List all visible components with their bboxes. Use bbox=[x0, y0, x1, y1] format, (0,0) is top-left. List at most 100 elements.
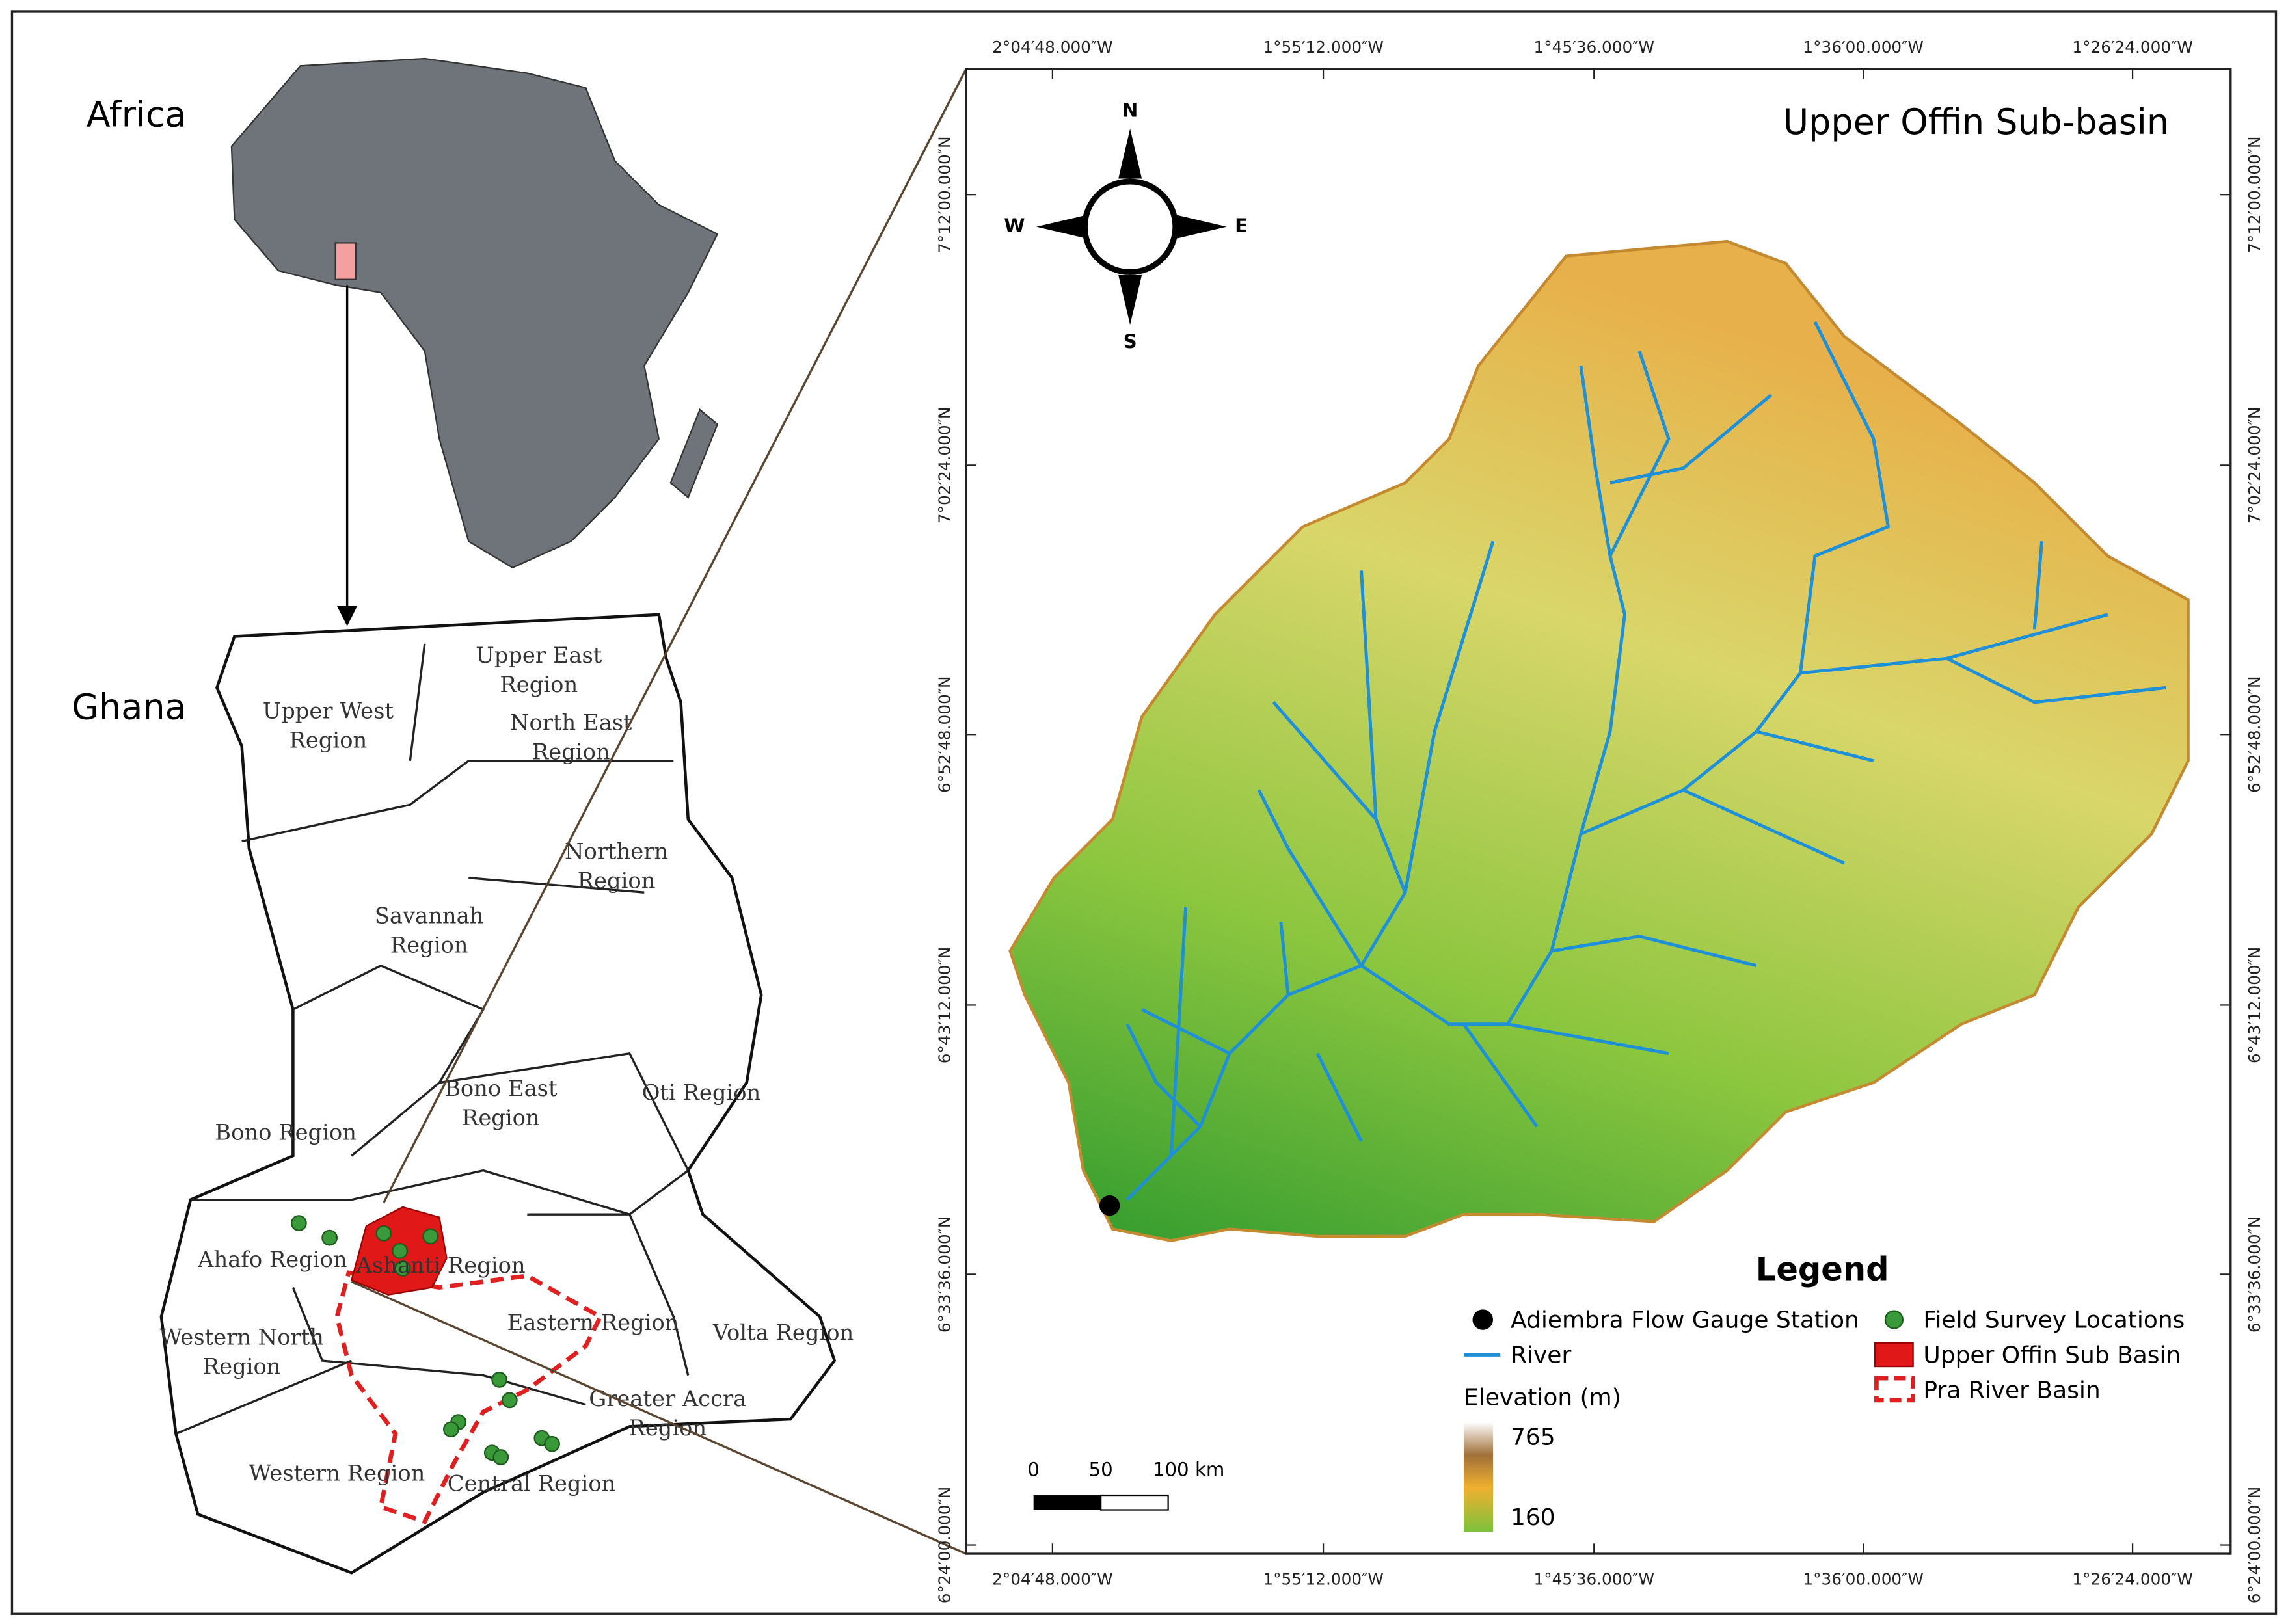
region-label-line: Bono Region bbox=[215, 1119, 357, 1145]
legend-item: River bbox=[1511, 1342, 1571, 1368]
scale-label: 100 km bbox=[1153, 1458, 1225, 1480]
x-coord-label: 1°36′00.000″W bbox=[1803, 1570, 1923, 1589]
region-label-line: North East bbox=[510, 710, 632, 736]
region-label-line: Region bbox=[390, 932, 468, 957]
region-label-line: Region bbox=[462, 1105, 540, 1130]
region-label-line: Region bbox=[289, 728, 367, 753]
region-label-line: Region bbox=[203, 1353, 281, 1379]
legend-offin-symbol bbox=[1874, 1342, 1914, 1368]
region-label-line: Western North bbox=[159, 1324, 324, 1350]
region-label-line: Northern bbox=[565, 838, 668, 864]
scale-label: 0 bbox=[1027, 1458, 1040, 1480]
x-coord-label: 1°26′24.000″W bbox=[2072, 1570, 2192, 1589]
region-label: Oti Region bbox=[642, 1080, 761, 1106]
region-label-line: Eastern Region bbox=[507, 1310, 679, 1335]
region-label: Volta Region bbox=[712, 1320, 854, 1346]
survey-point bbox=[291, 1215, 307, 1231]
legend-item: Pra River Basin bbox=[1923, 1377, 2100, 1404]
y-coord-label: 6°24′00.000″N bbox=[935, 1487, 954, 1603]
elevation-ramp bbox=[1464, 1422, 1494, 1532]
y-coord-label: 7°12′00.000″N bbox=[935, 136, 954, 252]
elevation-min: 160 bbox=[1511, 1504, 1555, 1531]
scale-bar bbox=[1100, 1494, 1169, 1511]
x-coord-label: 1°55′12.000″W bbox=[1263, 38, 1383, 57]
ghana-label: Ghana bbox=[72, 687, 186, 728]
survey-point bbox=[392, 1242, 408, 1259]
region-label-line: Upper West bbox=[263, 699, 394, 724]
arrow-head bbox=[336, 606, 358, 626]
compass-s: S bbox=[1124, 330, 1137, 353]
region-label: Western Region bbox=[249, 1461, 425, 1486]
legend-item: Adiembra Flow Gauge Station bbox=[1511, 1307, 1859, 1333]
region-label: North East Region bbox=[510, 710, 632, 765]
elevation-max: 765 bbox=[1511, 1424, 1555, 1450]
compass-e: E bbox=[1235, 215, 1248, 237]
region-label: Savannah Region bbox=[375, 903, 484, 957]
compass-w: W bbox=[1004, 215, 1025, 237]
x-coord-label: 1°45′36.000″W bbox=[1534, 38, 1654, 57]
region-label-line: Ashanti Region bbox=[356, 1253, 526, 1278]
y-coord-label: 7°02′24.000″N bbox=[935, 407, 954, 524]
y-coord-label: 6°24′00.000″N bbox=[2245, 1487, 2264, 1603]
region-label-line: Ahafo Region bbox=[197, 1247, 347, 1272]
x-coord-label: 2°04′48.000″W bbox=[992, 1570, 1112, 1589]
pra-basin bbox=[334, 1270, 604, 1524]
x-coord-label: 1°36′00.000″W bbox=[1803, 38, 1923, 57]
region-label: Central Region bbox=[448, 1471, 616, 1496]
x-coord-label: 1°55′12.000″W bbox=[1263, 1570, 1383, 1589]
y-coord-label: 7°12′00.000″N bbox=[2245, 136, 2264, 252]
region-label-line: Upper East bbox=[476, 643, 602, 668]
survey-point bbox=[492, 1449, 509, 1465]
legend-survey-symbol bbox=[1884, 1310, 1904, 1329]
region-label-line: Volta Region bbox=[712, 1320, 854, 1346]
legend-item: Field Survey Locations bbox=[1923, 1307, 2185, 1333]
survey-point bbox=[544, 1435, 560, 1452]
region-label-line: Region bbox=[532, 739, 610, 765]
elevation-title: Elevation (m) bbox=[1464, 1385, 1621, 1411]
region-label: Upper West Region bbox=[263, 699, 394, 753]
survey-point bbox=[375, 1225, 392, 1242]
survey-point bbox=[394, 1260, 411, 1277]
region-label-line: Region bbox=[578, 868, 656, 893]
y-coord-label: 6°52′48.000″N bbox=[2245, 676, 2264, 793]
y-coord-label: 6°33′36.000″N bbox=[935, 1216, 954, 1333]
y-coord-label: 6°43′12.000″N bbox=[935, 947, 954, 1063]
survey-point bbox=[321, 1229, 338, 1246]
region-label-line: Bono East bbox=[444, 1076, 558, 1101]
region-label-line: Region bbox=[500, 672, 578, 697]
scale-label: 50 bbox=[1089, 1458, 1113, 1480]
survey-point bbox=[442, 1421, 459, 1438]
region-label: Bono Region bbox=[215, 1119, 357, 1145]
legend-gauge-symbol bbox=[1472, 1309, 1494, 1330]
region-label-line: Savannah bbox=[375, 903, 484, 928]
region-label-line: Region bbox=[628, 1415, 707, 1441]
y-coord-label: 7°02′24.000″N bbox=[2245, 407, 2264, 524]
gauge-station bbox=[1099, 1195, 1120, 1216]
y-coord-label: 6°52′48.000″N bbox=[935, 676, 954, 793]
madagascar bbox=[669, 408, 719, 499]
region-label: Northern Region bbox=[565, 838, 668, 893]
compass bbox=[1036, 128, 1227, 325]
map-title: Upper Offin Sub-basin bbox=[1783, 101, 2169, 142]
rivers bbox=[1125, 321, 2167, 1201]
region-label: Ashanti Region bbox=[356, 1253, 526, 1278]
region-label: Upper East Region bbox=[476, 643, 602, 697]
region-label-line: Central Region bbox=[448, 1471, 616, 1496]
legend-title: Legend bbox=[1756, 1250, 1889, 1288]
zoom-line bbox=[351, 1281, 967, 1555]
africa-map bbox=[230, 57, 719, 569]
region-label-line: Greater Accra bbox=[589, 1386, 746, 1411]
region-label: Ahafo Region bbox=[197, 1247, 347, 1272]
legend-item: Upper Offin Sub Basin bbox=[1923, 1342, 2181, 1368]
region-label-line: Western Region bbox=[249, 1461, 425, 1486]
dem-basin bbox=[1008, 239, 2190, 1242]
ghana-highlight bbox=[334, 242, 357, 280]
y-coord-label: 6°33′36.000″N bbox=[2245, 1216, 2264, 1333]
ghana-map bbox=[159, 613, 837, 1575]
region-label-line: Oti Region bbox=[642, 1080, 761, 1106]
region-label: Bono East Region bbox=[444, 1076, 558, 1130]
region-label: Western North Region bbox=[159, 1324, 324, 1379]
survey-point bbox=[501, 1392, 518, 1409]
